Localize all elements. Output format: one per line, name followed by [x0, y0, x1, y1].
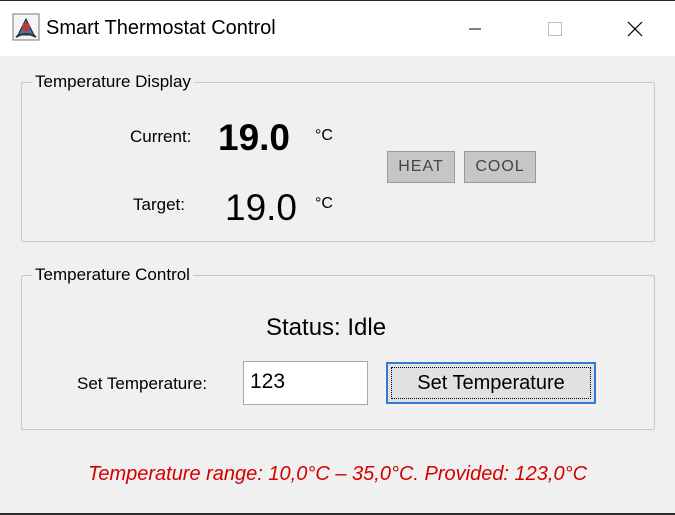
close-icon: [627, 21, 643, 36]
temperature-control-legend: Temperature Control: [32, 265, 193, 285]
current-unit: °C: [315, 127, 333, 144]
temperature-input[interactable]: 123: [243, 361, 368, 405]
current-temperature-value: 19.0: [218, 117, 291, 158]
temperature-control-group: Temperature Control: [21, 265, 655, 430]
heat-indicator: HEAT: [387, 151, 455, 183]
cool-indicator: COOL: [464, 151, 536, 183]
current-label: Current:: [130, 127, 192, 146]
close-button[interactable]: [612, 1, 658, 56]
set-temperature-button[interactable]: Set Temperature: [386, 362, 596, 404]
temperature-display-legend: Temperature Display: [32, 72, 194, 92]
target-label: Target:: [133, 195, 185, 214]
window-title: Smart Thermostat Control: [46, 17, 276, 39]
error-message: Temperature range: 10,0°C – 35,0°C. Prov…: [87, 463, 588, 485]
set-temperature-label: Set Temperature:: [77, 374, 208, 393]
title-bar: Smart Thermostat Control: [0, 0, 675, 56]
window-bottom-border: [0, 513, 675, 515]
target-temperature-value: 19.0: [225, 187, 298, 228]
maximize-icon: [548, 21, 562, 36]
temperature-display-group: Temperature Display: [21, 72, 655, 242]
java-app-icon: [12, 13, 40, 41]
maximize-button[interactable]: [532, 1, 578, 56]
minimize-button[interactable]: [452, 1, 498, 56]
focus-ring: [391, 367, 591, 399]
status-text: Status: Idle: [266, 314, 387, 341]
minimize-icon: [469, 28, 481, 29]
set-temperature-button-label: Set Temperature: [417, 371, 565, 394]
target-unit: °C: [315, 195, 333, 212]
